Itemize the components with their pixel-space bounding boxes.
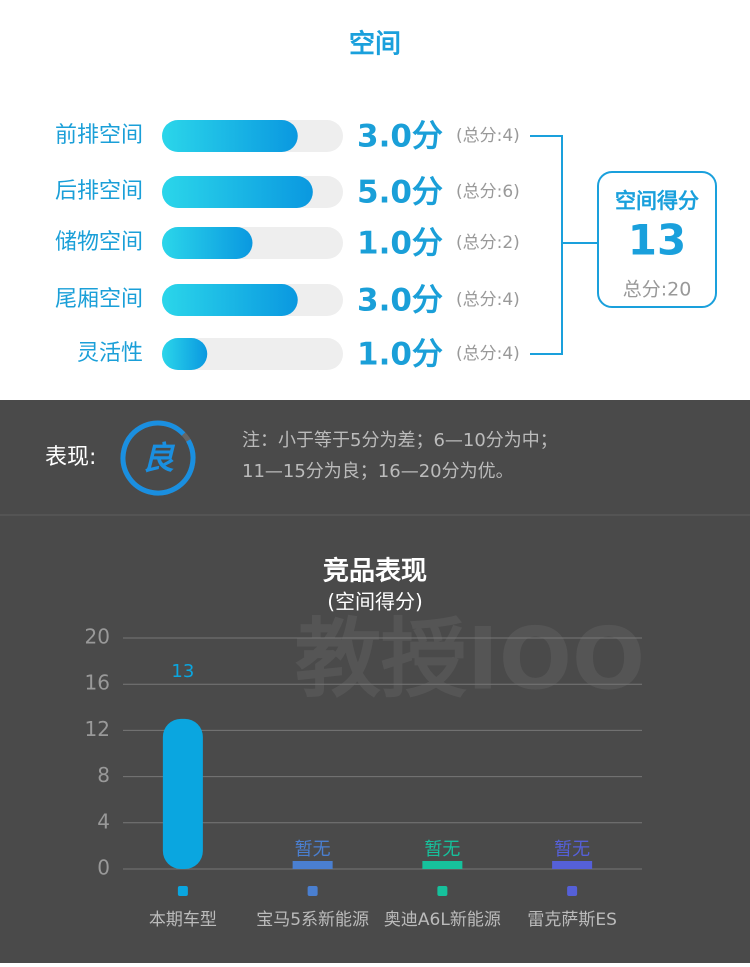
- rating-grade: 良: [142, 439, 176, 477]
- x-tick-label: 本期车型: [149, 910, 217, 930]
- score: 3.0分: [357, 283, 443, 319]
- value-label: 暂无: [424, 839, 460, 860]
- total-title: 空间得分: [615, 189, 699, 213]
- score: 1.0分: [357, 337, 443, 373]
- row-label: 尾厢空间: [55, 287, 143, 312]
- score-bar: [162, 284, 298, 316]
- x-tick-label: 奥迪A6L新能源: [384, 910, 501, 930]
- value-label: 13: [171, 661, 194, 682]
- empty-bar: [292, 861, 333, 869]
- empty-bar: [552, 861, 593, 869]
- score-bar: [162, 120, 298, 152]
- note: 注：小于等于5分为差；6—10分为中；: [242, 430, 558, 451]
- y-tick-label: 8: [97, 763, 110, 787]
- score: 3.0分: [357, 119, 443, 155]
- total-value: 13: [628, 216, 686, 265]
- value-label: 暂无: [295, 839, 331, 860]
- rating-label: 表现:: [45, 445, 96, 470]
- legend-dot: [437, 886, 448, 896]
- chart-title: 竞品表现: [323, 556, 427, 587]
- chart-subtitle: (空间得分): [327, 590, 423, 614]
- total-max: 总分:20: [623, 279, 692, 301]
- score: 1.0分: [357, 226, 443, 262]
- y-tick-label: 4: [97, 809, 110, 833]
- legend-dot: [177, 886, 188, 896]
- bar-track: [162, 338, 343, 370]
- watermark: 教授IOO: [295, 609, 645, 709]
- x-tick-label: 雷克萨斯ES: [527, 910, 617, 930]
- score-max: (总分:2): [456, 233, 520, 253]
- row-label: 储物空间: [55, 230, 143, 255]
- score-bar: [162, 338, 208, 370]
- score-max: (总分:4): [456, 344, 520, 364]
- empty-bar: [422, 861, 463, 869]
- row-label: 前排空间: [55, 123, 143, 148]
- y-tick-label: 20: [85, 625, 110, 649]
- y-tick-label: 16: [85, 671, 110, 695]
- row-label: 灵活性: [77, 341, 143, 366]
- score-max: (总分:4): [456, 290, 520, 310]
- value-label: 暂无: [554, 839, 590, 860]
- score-max: (总分:6): [456, 182, 520, 202]
- score-bar: [162, 176, 313, 208]
- legend-dot: [307, 886, 318, 896]
- score: 5.0分: [357, 175, 443, 211]
- y-tick-label: 0: [97, 856, 110, 880]
- score-max: (总分:4): [456, 126, 520, 146]
- legend-dot: [567, 886, 578, 896]
- row-label: 后排空间: [55, 179, 143, 204]
- score-bar: [162, 227, 253, 259]
- rating-arc: [120, 420, 196, 496]
- total-box: [597, 171, 717, 308]
- y-tick-label: 12: [85, 717, 110, 741]
- bar: [162, 718, 203, 869]
- title: 空间: [349, 29, 401, 60]
- bracket: [530, 135, 598, 355]
- note: 11—15分为良；16—20分为优。: [242, 461, 514, 482]
- x-tick-label: 宝马5系新能源: [256, 910, 369, 930]
